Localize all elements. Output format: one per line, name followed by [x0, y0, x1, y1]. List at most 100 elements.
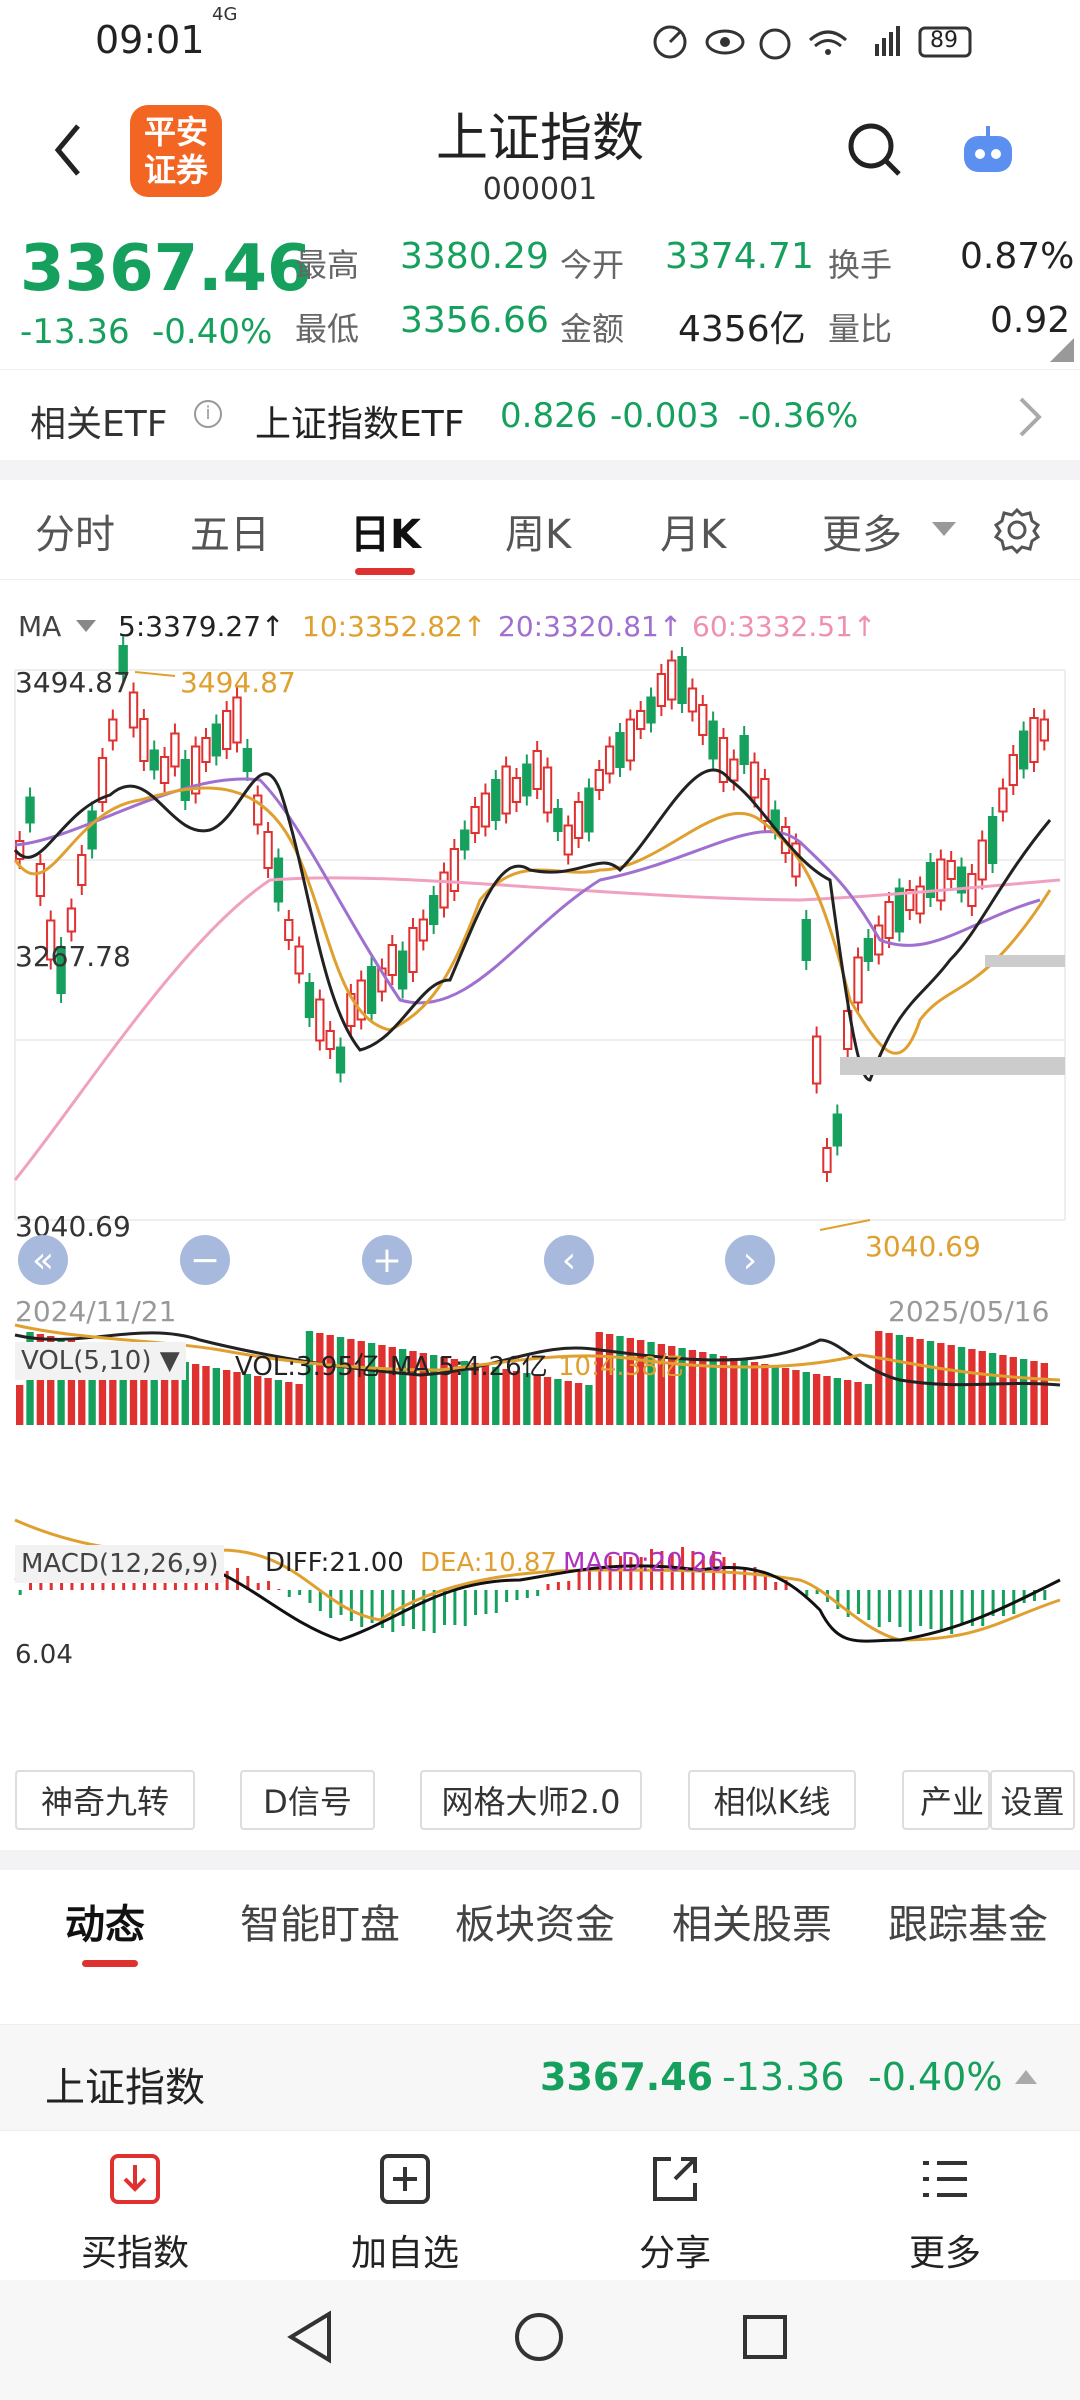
macd-diff-value: DIFF:21.00 — [265, 1548, 404, 1578]
volume-bar — [823, 1376, 831, 1425]
nav-home-icon[interactable] — [512, 2310, 567, 2365]
buy-index-button[interactable]: 买指数 — [35, 2151, 235, 2276]
tab-intraday[interactable]: 分时 — [35, 512, 115, 558]
candle-body — [1018, 730, 1029, 770]
candle-body — [884, 901, 894, 939]
tab-daily-k[interactable]: 日K — [350, 512, 421, 558]
candle-body — [149, 749, 159, 771]
volume-bar — [523, 1373, 531, 1425]
candle-body — [284, 919, 294, 941]
dropdown-icon[interactable] — [932, 522, 956, 538]
volume-bar — [605, 1334, 614, 1425]
scroll-right-button[interactable]: › — [725, 1235, 775, 1285]
volume-bar — [875, 1331, 883, 1425]
zoom-out-button[interactable]: − — [180, 1235, 230, 1285]
settings-gear-icon[interactable] — [992, 505, 1042, 555]
candle-body — [97, 757, 108, 803]
share-button[interactable]: 分享 — [575, 2151, 775, 2276]
tool-d-signal[interactable]: D信号 — [240, 1770, 375, 1830]
macd-bar — [1043, 1590, 1047, 1600]
candle-body — [190, 745, 201, 795]
scroll-left-button[interactable]: ‹ — [544, 1235, 594, 1285]
volume-bar — [67, 1340, 76, 1425]
macd-bar — [236, 1568, 240, 1590]
tool-similar-k[interactable]: 相似K线 — [688, 1770, 856, 1830]
nav-recents-icon[interactable] — [740, 2312, 790, 2362]
active-tab-indicator — [355, 568, 415, 575]
volume-bar — [730, 1358, 738, 1425]
macd-bar — [753, 1567, 757, 1590]
expand-corner-icon[interactable] — [1050, 338, 1074, 362]
volume-bar — [709, 1354, 717, 1425]
ma-dropdown-icon[interactable] — [76, 620, 96, 634]
tab-related-stocks[interactable]: 相关股票 — [672, 1902, 832, 1948]
collapse-up-icon[interactable] — [1015, 2070, 1037, 2086]
candle-body — [118, 645, 128, 675]
volume-bar — [336, 1337, 345, 1425]
candle-body — [708, 720, 718, 760]
back-icon[interactable] — [48, 120, 88, 180]
candle-body — [470, 806, 480, 834]
k-line-chart-area[interactable]: MA 5:3379.27↑ 10:3352.82↑ 20:3320.81↑ 60… — [0, 580, 1080, 1750]
volume-bar — [885, 1333, 893, 1425]
candle-body — [1039, 718, 1050, 742]
open-label: 今开 — [560, 246, 625, 284]
more-button[interactable]: 更多 — [845, 2151, 1045, 2276]
high-label: 最高 — [295, 246, 360, 284]
tab-more[interactable]: 更多 — [822, 512, 902, 558]
macd-bar — [515, 1590, 519, 1600]
ma-label[interactable]: MA — [18, 610, 62, 643]
volume-bar — [430, 1355, 438, 1425]
volume-bar — [844, 1380, 852, 1425]
tab-five-day[interactable]: 五日 — [190, 512, 270, 558]
macd-bar — [308, 1590, 312, 1603]
volume-bar — [316, 1333, 324, 1425]
volume-bar — [109, 1348, 117, 1425]
scroll-to-start-button[interactable]: « — [18, 1235, 68, 1285]
tool-industry[interactable]: 产业 — [902, 1770, 990, 1830]
etf-name: 上证指数ETF — [255, 404, 465, 445]
tool-settings[interactable]: 设置 — [990, 1770, 1075, 1830]
date-start-label: 2024/11/21 — [15, 1295, 177, 1328]
search-icon[interactable] — [845, 120, 905, 180]
tab-news[interactable]: 动态 — [65, 1902, 145, 1948]
tool-grid-master[interactable]: 网格大师2.0 — [420, 1770, 642, 1830]
buy-download-icon — [110, 2154, 160, 2204]
current-price: 3367.46 — [20, 232, 312, 306]
macd-bar — [505, 1590, 509, 1602]
tab-sector-funds[interactable]: 板块资金 — [455, 1902, 615, 1948]
tab-tracking-funds[interactable]: 跟踪基金 — [888, 1902, 1048, 1948]
volume-bar — [1009, 1357, 1017, 1425]
ma20-line — [14, 777, 1041, 1005]
zoom-in-button[interactable]: + — [362, 1235, 412, 1285]
macd-bar — [349, 1590, 353, 1621]
chevron-right-icon[interactable] — [1015, 395, 1045, 439]
volume-bar — [171, 1360, 179, 1425]
nav-back-icon[interactable] — [285, 2310, 335, 2365]
info-icon[interactable]: i — [194, 400, 222, 428]
related-etf-row[interactable]: 相关ETF i 上证指数ETF 0.826 -0.003 -0.36% — [0, 370, 1080, 460]
tab-monthly-k[interactable]: 月K — [660, 512, 727, 558]
macd-bar — [318, 1590, 322, 1611]
etf-price: 0.826 — [500, 396, 598, 436]
tab-smart-watch[interactable]: 智能盯盘 — [240, 1902, 400, 1948]
turnover-value: 0.87% — [960, 236, 1075, 277]
macd-bar — [463, 1590, 467, 1626]
price-change-pct: -0.40% — [152, 312, 273, 352]
candle-body — [294, 945, 304, 975]
volume-bar — [150, 1356, 158, 1425]
volume-bar — [543, 1377, 552, 1425]
macd-indicator-selector[interactable]: MACD(12,26,9) — [15, 1545, 225, 1583]
candle-body — [128, 691, 139, 729]
robot-assistant-icon[interactable] — [958, 122, 1018, 182]
volume-bar — [564, 1381, 572, 1425]
tab-weekly-k[interactable]: 周K — [505, 512, 572, 558]
add-watchlist-button[interactable]: 加自选 — [305, 2151, 505, 2276]
tool-magic-nine[interactable]: 神奇九转 — [15, 1770, 195, 1830]
vol-indicator-selector[interactable]: VOL(5,10) ▼ — [15, 1342, 186, 1380]
volume-bar — [699, 1352, 707, 1425]
index-summary-bar[interactable]: 上证指数 3367.46 -13.36 -0.40% — [0, 2025, 1080, 2130]
macd-bar — [287, 1590, 291, 1597]
macd-bar — [919, 1590, 923, 1626]
candle-body — [615, 732, 625, 768]
